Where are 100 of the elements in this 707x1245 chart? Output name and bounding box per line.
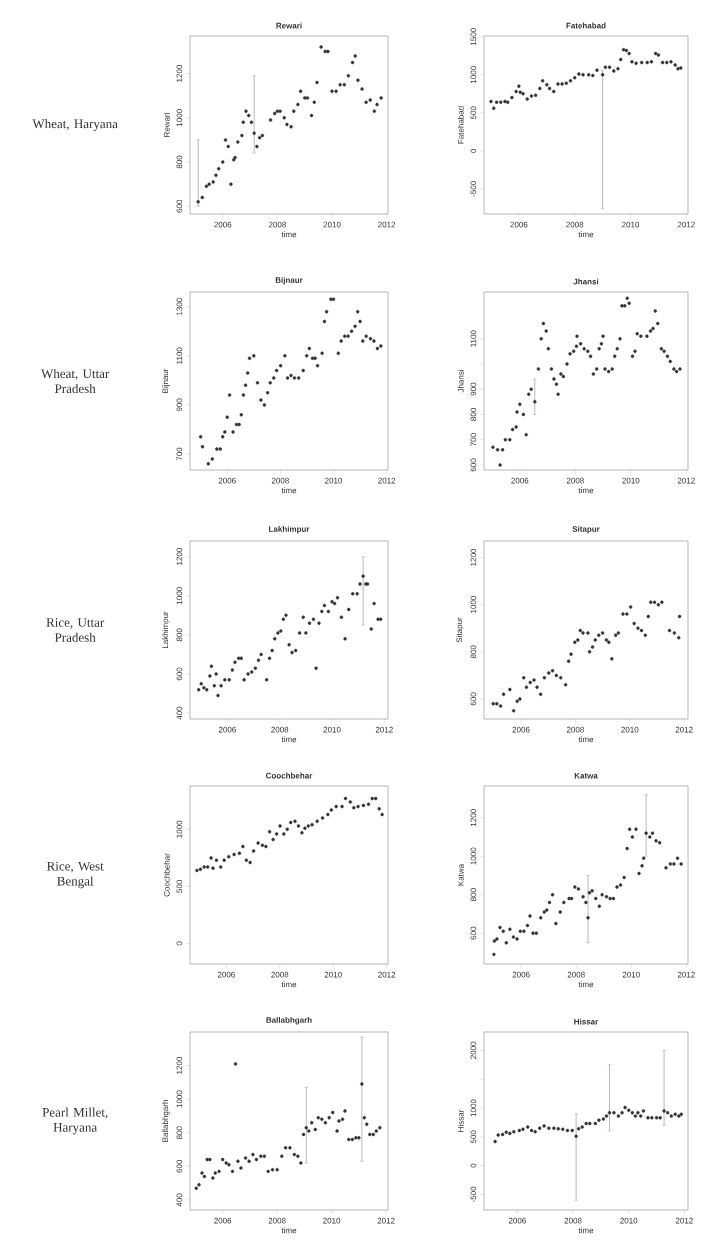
point	[563, 683, 568, 687]
point	[552, 89, 556, 94]
point	[627, 827, 632, 831]
x-tick-label: 2010	[622, 221, 640, 228]
y-tick-label: 600	[470, 458, 477, 472]
point	[233, 1062, 238, 1066]
point	[216, 693, 220, 698]
point	[280, 1154, 284, 1158]
point	[542, 910, 546, 914]
y-axis-title: Lakhimpur	[162, 611, 170, 649]
point	[654, 839, 658, 843]
point	[204, 184, 209, 189]
x-tick-label: 2010	[325, 477, 343, 484]
point	[287, 642, 291, 647]
point	[492, 952, 496, 957]
point	[232, 852, 236, 857]
chart-title: Hissar	[574, 1018, 599, 1025]
point	[625, 612, 629, 616]
point	[540, 79, 545, 83]
y-tick-label: 1000	[470, 1099, 477, 1117]
x-tick-label: 2010	[621, 726, 639, 733]
y-tick-label: 500	[470, 1130, 477, 1144]
point	[223, 678, 227, 682]
y-tick-label: 800	[470, 888, 477, 902]
point	[267, 656, 272, 661]
point	[311, 617, 316, 621]
x-axis-title: time	[281, 487, 297, 494]
point	[247, 1159, 251, 1163]
point	[326, 609, 331, 614]
y-axis-title: Coochbehar	[163, 853, 170, 897]
point	[640, 864, 644, 868]
point	[669, 1114, 673, 1118]
point	[600, 893, 604, 897]
point	[368, 98, 372, 102]
point	[644, 831, 648, 835]
point	[662, 1109, 666, 1113]
point	[573, 76, 577, 80]
x-axis-title: time	[281, 1227, 297, 1234]
point	[289, 373, 293, 378]
point	[376, 617, 380, 621]
point	[216, 166, 221, 171]
point	[330, 89, 334, 93]
point	[335, 596, 340, 600]
y-tick-label: 700	[176, 447, 183, 461]
y-tick-label: 600	[176, 667, 183, 681]
point	[297, 376, 301, 380]
point	[324, 309, 329, 314]
point	[246, 672, 250, 676]
point	[211, 1176, 215, 1180]
point	[365, 1122, 369, 1127]
y-axis-title: Jhansi	[457, 369, 464, 393]
point	[637, 871, 641, 876]
point	[230, 1169, 235, 1174]
point	[634, 827, 638, 831]
point	[372, 109, 377, 113]
point	[243, 1156, 248, 1160]
point	[313, 356, 317, 360]
point	[289, 124, 293, 129]
y-tick-label: 1100	[470, 330, 477, 347]
point	[250, 670, 254, 674]
point	[627, 1108, 631, 1113]
point	[319, 45, 323, 49]
point	[221, 160, 225, 164]
point	[525, 97, 529, 101]
point	[281, 617, 286, 621]
point	[234, 422, 239, 427]
point	[525, 923, 530, 928]
y-axis-title: Bijnaur	[162, 368, 170, 393]
point	[597, 904, 602, 908]
point	[616, 1114, 621, 1118]
x-tick-label: 2010	[622, 971, 640, 978]
point	[628, 605, 633, 609]
point	[262, 1154, 267, 1158]
point	[346, 74, 351, 78]
point	[292, 376, 297, 380]
point	[369, 627, 373, 631]
chart-title: Sitapur	[572, 525, 600, 534]
point	[648, 835, 652, 839]
point	[241, 120, 245, 124]
point	[259, 652, 263, 657]
chart-title: Fatehabad	[566, 22, 606, 29]
y-tick-label: 1200	[176, 64, 183, 82]
point	[273, 637, 277, 641]
point	[665, 1110, 670, 1115]
point	[340, 804, 344, 809]
point	[309, 113, 314, 118]
point	[545, 82, 549, 87]
point	[676, 66, 680, 71]
point	[315, 363, 320, 368]
point	[511, 709, 516, 713]
point	[334, 89, 338, 93]
point	[625, 846, 629, 851]
point	[522, 929, 526, 933]
point	[320, 816, 325, 820]
point	[205, 1157, 209, 1162]
point	[370, 796, 374, 801]
point	[209, 856, 213, 860]
point	[368, 336, 373, 341]
point	[512, 1129, 516, 1134]
point	[340, 1117, 345, 1122]
